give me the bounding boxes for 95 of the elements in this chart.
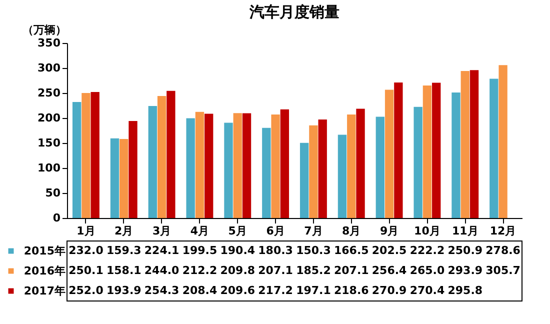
- bar: [309, 125, 318, 218]
- bar: [262, 128, 271, 218]
- bar: [452, 92, 460, 218]
- data-label: 270.4: [410, 284, 445, 297]
- bar: [233, 113, 242, 218]
- x-tick-label: 6月: [266, 224, 285, 238]
- y-tick-label: 150: [38, 136, 61, 150]
- bar: [356, 108, 365, 218]
- bar: [318, 119, 327, 218]
- legend-label: 2016年: [24, 264, 66, 278]
- x-tick-label: 11月: [452, 224, 478, 238]
- data-label: 218.6: [334, 284, 370, 297]
- data-label: 244.0: [144, 264, 180, 277]
- bar: [242, 113, 252, 218]
- bar: [90, 92, 100, 218]
- bar: [128, 121, 138, 218]
- data-label: 265.0: [410, 264, 445, 277]
- bar: [186, 118, 195, 218]
- x-tick-label: 5月: [228, 224, 247, 238]
- x-tick-label: 12月: [490, 224, 516, 238]
- bar: [110, 138, 120, 218]
- y-tick-label: 50: [45, 186, 61, 200]
- x-tick-label: 1月: [76, 224, 96, 238]
- data-label: 193.9: [106, 284, 142, 297]
- bar: [300, 142, 309, 218]
- x-tick-label: 9月: [380, 224, 399, 238]
- data-label: 199.5: [182, 244, 218, 257]
- data-label: 217.2: [258, 284, 293, 297]
- data-label: 197.1: [296, 284, 331, 297]
- bar: [414, 106, 422, 218]
- data-label: 212.2: [182, 264, 218, 277]
- data-label: 256.4: [372, 264, 408, 277]
- data-label: 250.9: [448, 244, 483, 257]
- bar: [432, 82, 441, 218]
- x-tick-label: 2月: [114, 224, 134, 238]
- bar: [460, 71, 470, 218]
- bar: [338, 134, 347, 218]
- bar: [490, 78, 498, 218]
- data-label: 293.9: [448, 264, 483, 277]
- data-label: 185.2: [296, 264, 331, 277]
- legend-label: 2015年: [24, 244, 66, 258]
- y-tick-label: 350: [38, 36, 61, 50]
- bar: [157, 96, 166, 218]
- y-tick-label: 100: [38, 162, 61, 174]
- data-label: 202.5: [372, 244, 407, 257]
- bar: [470, 70, 479, 218]
- x-tick-label: 3月: [152, 224, 172, 238]
- bar: [82, 92, 90, 218]
- data-label: 208.4: [182, 284, 218, 297]
- bar: [166, 90, 176, 218]
- data-label: 158.1: [106, 264, 142, 277]
- bar: [280, 109, 290, 218]
- data-label: 278.6: [486, 244, 521, 257]
- bar: [384, 90, 394, 218]
- x-tick-label: 4月: [190, 224, 210, 238]
- data-label: 166.5: [334, 244, 369, 257]
- x-tick-label: 7月: [304, 224, 323, 238]
- legend-label: 2017年: [24, 284, 66, 298]
- y-axis-title: （万辆）: [22, 24, 66, 36]
- data-label: 190.4: [220, 244, 256, 257]
- data-label: 207.1: [334, 264, 369, 277]
- y-tick-label: 0: [52, 212, 61, 224]
- data-label: 232.0: [68, 244, 104, 257]
- bar: [498, 65, 508, 218]
- data-label: 209.6: [220, 284, 256, 297]
- data-label: 295.8: [448, 284, 483, 297]
- data-label: 207.1: [258, 264, 293, 277]
- data-label: 209.8: [220, 264, 256, 277]
- bar: [224, 122, 233, 218]
- bar: [394, 82, 403, 218]
- data-label: 270.9: [372, 284, 407, 297]
- data-label: 150.3: [296, 244, 331, 257]
- data-label: 222.2: [410, 244, 445, 257]
- bar: [347, 114, 356, 218]
- data-label: 250.1: [68, 264, 104, 277]
- y-tick-label: 250: [38, 86, 61, 100]
- data-label: 305.7: [486, 264, 520, 277]
- bar: [422, 86, 432, 218]
- data-label: 252.0: [68, 284, 104, 297]
- bar: [72, 102, 82, 218]
- data-label: 180.3: [258, 244, 293, 257]
- y-tick-label: 300: [38, 62, 61, 74]
- data-label: 159.3: [106, 244, 142, 257]
- bar: [271, 114, 280, 218]
- bar: [120, 138, 128, 218]
- y-tick-label: 200: [38, 112, 61, 124]
- data-label: 254.3: [144, 284, 180, 297]
- bar: [204, 114, 214, 218]
- bar: [148, 106, 157, 218]
- data-label: 224.1: [144, 244, 180, 257]
- bar: [376, 116, 384, 218]
- chart-title: 汽车月度销量: [248, 3, 340, 21]
- bar: [195, 112, 204, 218]
- x-tick-label: 10月: [414, 224, 440, 238]
- x-tick-label: 8月: [342, 224, 361, 238]
